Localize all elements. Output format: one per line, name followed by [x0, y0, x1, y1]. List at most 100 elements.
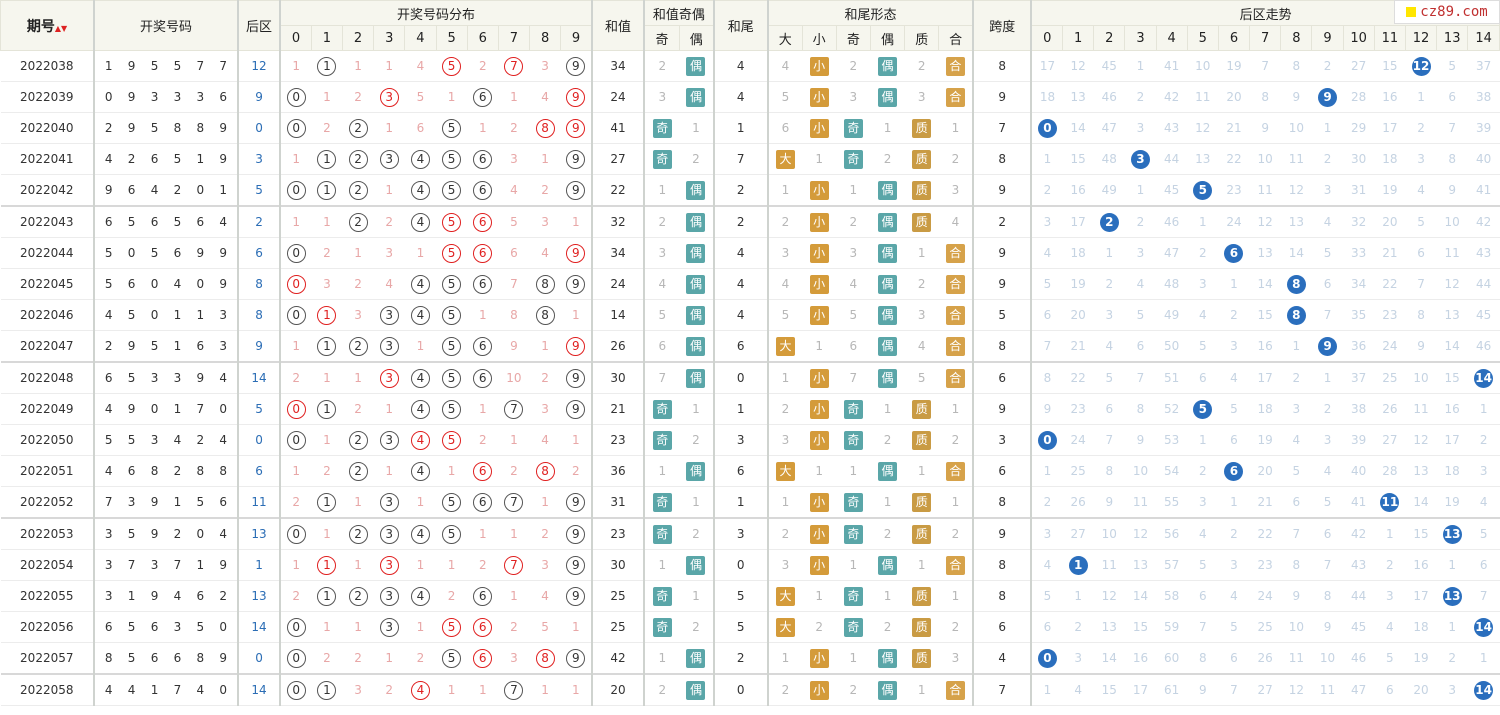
oe-col-1: 偶 — [678, 25, 715, 51]
oe-cell: 3 — [643, 237, 680, 269]
sum-cell: 23 — [590, 424, 645, 456]
trend-cell: 49 — [1093, 174, 1125, 207]
trend-cell: 5 — [1374, 642, 1406, 675]
dist-cell: 5 — [529, 611, 561, 643]
open-nums-cell: 6 5 6 5 6 4 — [93, 205, 238, 238]
dist-cell: 3 — [373, 330, 405, 363]
trend-cell: 24 — [1062, 424, 1094, 456]
dist-cell: 2 — [498, 455, 530, 487]
open-nums-cell: 7 3 9 1 5 6 — [93, 486, 238, 519]
shape-cell: 小 — [802, 424, 837, 456]
header-span: 跨度 — [972, 0, 1032, 51]
sort-icon[interactable]: ▲▼ — [54, 23, 68, 33]
dist-cell: 1 — [311, 393, 343, 425]
trend-cell: 17 — [1405, 580, 1437, 612]
trend-cell: 15 — [1062, 143, 1094, 175]
trend-cell: 0 — [1030, 642, 1063, 675]
rear-cell: 9 — [236, 330, 281, 363]
trend-cell: 46 — [1343, 642, 1375, 675]
trend-cell: 22 — [1249, 517, 1281, 550]
dist-cell: 1 — [404, 549, 436, 581]
shape-cell: 1 — [870, 486, 905, 519]
trend-cell: 1 — [1467, 393, 1500, 425]
trend-cell: 24 — [1249, 580, 1281, 612]
trend-cell: 23 — [1249, 549, 1281, 581]
table-row: 2022047 2 9 5 1 6 3 9 1 1 2 3 1 5 6 9 1 9 26 6 偶 6 大 1 6 偶 4 合… — [0, 330, 1500, 363]
dist-cell: 1 — [311, 580, 343, 612]
dist-cell: 3 — [373, 143, 405, 175]
trend-cell: 14 — [1093, 642, 1125, 675]
shape-cell: 1 — [836, 174, 871, 207]
rear-ball: 2 — [1099, 212, 1119, 232]
trend-cell: 9 — [1311, 611, 1344, 643]
trend-cell: 1 — [1280, 330, 1312, 363]
shape-cell: 合 — [938, 455, 974, 487]
trend-cell: 23 — [1374, 299, 1406, 331]
shape-cell: 1 — [938, 393, 974, 425]
dist-cell: 6 — [467, 611, 499, 643]
shape-cell: 1 — [766, 174, 803, 207]
rear-cell: 0 — [236, 112, 281, 144]
shape-cell: 4 — [766, 50, 803, 82]
trend-cell: 2 — [1374, 549, 1406, 581]
dist-cell: 1 — [342, 611, 374, 643]
trend-cell: 4 — [1311, 455, 1344, 487]
trend-cell: 10 — [1311, 642, 1344, 675]
trend-cell: 6 — [1124, 330, 1157, 363]
dist-cell: 3 — [529, 50, 561, 82]
trend-cell: 15 — [1374, 50, 1406, 82]
dist-cell: 2 — [342, 81, 374, 113]
sum-cell: 31 — [590, 486, 645, 519]
dist-cell: 2 — [342, 517, 374, 550]
trend-cell: 7 — [1280, 517, 1312, 550]
shape-cell: 3 — [904, 299, 939, 331]
trend-cell: 16 — [1249, 330, 1281, 363]
trend-cell: 4 — [1187, 299, 1219, 331]
oe-cell: 偶 — [679, 549, 714, 581]
site-logo[interactable]: cz89.com — [1394, 0, 1500, 24]
shape-cell: 质 — [904, 205, 939, 238]
trend-cell: 6 — [1405, 237, 1437, 269]
dist-col-1: 1 — [310, 25, 343, 51]
dist-cell: 8 — [529, 268, 561, 300]
dist-cell: 1 — [373, 455, 405, 487]
shape-cell: 质 — [904, 424, 939, 456]
trend-cell: 18 — [1062, 237, 1094, 269]
dist-cell: 3 — [342, 673, 374, 706]
dist-cell: 9 — [560, 143, 592, 175]
oe-cell: 2 — [643, 205, 680, 238]
dist-cell: 0 — [279, 237, 312, 269]
issue-cell: 2022039 — [0, 81, 95, 113]
tail-cell: 1 — [712, 112, 768, 144]
sum-cell: 41 — [590, 112, 645, 144]
header-issue[interactable]: 期号▲▼ — [0, 0, 95, 51]
shape-cell: 5 — [766, 81, 803, 113]
rear-cell: 6 — [236, 237, 281, 269]
span-cell: 9 — [972, 174, 1032, 207]
shape-cell: 2 — [836, 50, 871, 82]
shape-cell: 2 — [938, 517, 974, 550]
shape-cell: 1 — [802, 455, 837, 487]
dist-cell: 1 — [311, 205, 343, 238]
rear-cell: 8 — [236, 268, 281, 300]
shape-cell: 2 — [766, 517, 803, 550]
shape-cell: 质 — [904, 486, 939, 519]
rear-ball: 13 — [1442, 586, 1462, 606]
shape-cell: 大 — [766, 455, 803, 487]
dist-cell: 3 — [373, 361, 405, 394]
span-cell: 5 — [972, 299, 1032, 331]
trend-cell: 28 — [1374, 455, 1406, 487]
dist-cell: 1 — [436, 81, 468, 113]
trend-cell: 4 — [1218, 580, 1250, 612]
oe-cell: 2 — [679, 143, 714, 175]
shape-cell: 1 — [766, 361, 803, 394]
rear-ball: 14 — [1474, 368, 1494, 388]
trend-cell: 34 — [1343, 268, 1375, 300]
open-nums-cell: 0 9 3 3 3 6 — [93, 81, 238, 113]
rear-cell: 8 — [236, 299, 281, 331]
dist-cell: 1 — [342, 237, 374, 269]
dist-cell: 1 — [529, 486, 561, 519]
shape-cell: 合 — [938, 361, 974, 394]
trend-cell: 3 — [1374, 580, 1406, 612]
